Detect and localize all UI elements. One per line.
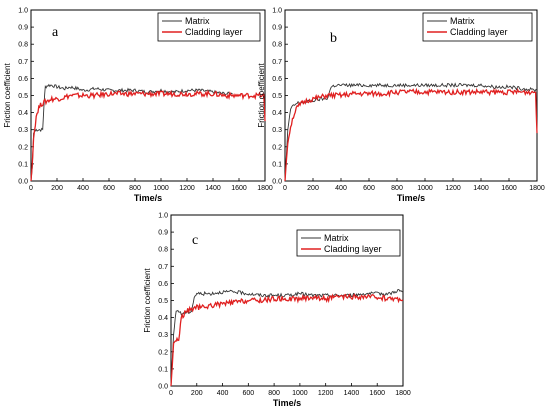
chart-panel-b: 0.0 0.1 0.2 0.3 0.4 0.5 0.6 0.7 0.8 0.9 1.0 0 200 400… [257,8,545,204]
y-tick-label: 0.4 [158,315,168,322]
y-tick-label: 0.8 [272,42,282,49]
y-tick-label: 0.9 [18,25,28,32]
x-tick-label: 200 [51,185,63,192]
x-tick-label: 600 [242,390,254,397]
series-line-matrix [284,82,538,182]
y-tick-label: 0.7 [18,59,28,66]
y-axis-label: Friction coefficient [3,63,12,128]
x-tick-label: 1000 [292,390,308,397]
x-tick-label: 800 [268,390,280,397]
series-line-cladding-layer [30,89,266,182]
legend-label: Cladding layer [324,244,382,254]
y-tick-label: 0.6 [272,76,282,83]
x-tick-label: 1400 [344,390,360,397]
y-axis-label: Friction coefficient [257,63,266,128]
x-tick-label: 200 [191,390,203,397]
y-tick-label: 1.0 [272,8,282,15]
legend-label: Matrix [324,233,349,243]
y-tick-label: 0.8 [18,42,28,49]
x-axis-label: Time/s [273,398,301,408]
x-tick-label: 600 [103,185,115,192]
x-axis-label: Time/s [134,193,162,203]
y-tick-label: 0.0 [158,384,168,391]
x-tick-label: 0 [283,185,287,192]
x-tick-label: 1800 [529,185,545,192]
y-tick-label: 0.1 [272,161,282,168]
x-tick-label: 1600 [369,390,385,397]
y-tick-label: 0.1 [18,161,28,168]
y-tick-label: 0.6 [158,281,168,288]
legend-box [422,12,533,42]
y-tick-label: 0.7 [272,59,282,66]
panel-label: a [52,25,59,40]
y-tick-label: 0.3 [18,127,28,134]
y-tick-label: 1.0 [18,8,28,15]
panel-label: b [330,31,337,46]
y-tick-label: 0.0 [272,179,282,186]
chart-panel-c: 0.0 0.1 0.2 0.3 0.4 0.5 0.6 0.7 0.8 0.9 1.0 0 200 400… [143,213,411,409]
panel-label: c [192,233,198,248]
x-tick-label: 1800 [395,390,411,397]
x-tick-label: 0 [169,390,173,397]
series-line-cladding-layer [284,87,538,182]
x-tick-label: 400 [77,185,89,192]
legend-box [157,12,261,42]
y-tick-label: 0.1 [158,366,168,373]
y-tick-label: 0.4 [272,110,282,117]
y-tick-label: 0.8 [158,247,168,254]
x-tick-label: 1600 [231,185,247,192]
y-tick-label: 0.5 [158,298,168,305]
series-line-matrix [30,83,233,182]
y-tick-label: 0.9 [272,25,282,32]
x-tick-label: 1000 [153,185,169,192]
y-tick-label: 0.2 [158,349,168,356]
x-tick-label: 1400 [473,185,489,192]
y-tick-label: 0.6 [18,76,28,83]
y-tick-label: 0.5 [18,93,28,100]
y-tick-label: 0.2 [272,144,282,151]
y-tick-label: 0.4 [18,110,28,117]
x-tick-label: 400 [335,185,347,192]
x-tick-label: 1200 [318,390,334,397]
x-tick-label: 1400 [205,185,221,192]
x-tick-label: 1200 [179,185,195,192]
x-tick-label: 0 [29,185,33,192]
x-tick-label: 1800 [257,185,273,192]
y-tick-label: 1.0 [158,213,168,220]
legend-label: Matrix [185,16,210,26]
y-tick-label: 0.2 [18,144,28,151]
legend-label: Cladding layer [450,27,508,37]
legend-label: Matrix [450,16,475,26]
series-line-matrix [170,289,404,387]
y-tick-label: 0.9 [158,230,168,237]
x-tick-label: 200 [307,185,319,192]
y-tick-label: 0.7 [158,264,168,271]
y-tick-label: 0.3 [158,332,168,339]
x-tick-label: 1600 [501,185,517,192]
legend-box [296,229,401,257]
x-tick-label: 600 [363,185,375,192]
series-line-cladding-layer [170,293,404,387]
legend-label: Cladding layer [185,27,243,37]
chart-panel-a: 0.0 0.1 0.2 0.3 0.4 0.5 0.6 0.7 0.8 0.9 1.0 0 200 400… [3,8,273,204]
x-tick-label: 800 [391,185,403,192]
x-tick-label: 400 [217,390,229,397]
x-tick-label: 1200 [445,185,461,192]
y-tick-label: 0.0 [18,179,28,186]
y-tick-label: 0.3 [272,127,282,134]
y-axis-label: Friction coefficient [143,268,152,333]
x-tick-label: 1000 [417,185,433,192]
y-tick-label: 0.5 [272,93,282,100]
x-axis-label: Time/s [397,193,425,203]
x-tick-label: 800 [129,185,141,192]
